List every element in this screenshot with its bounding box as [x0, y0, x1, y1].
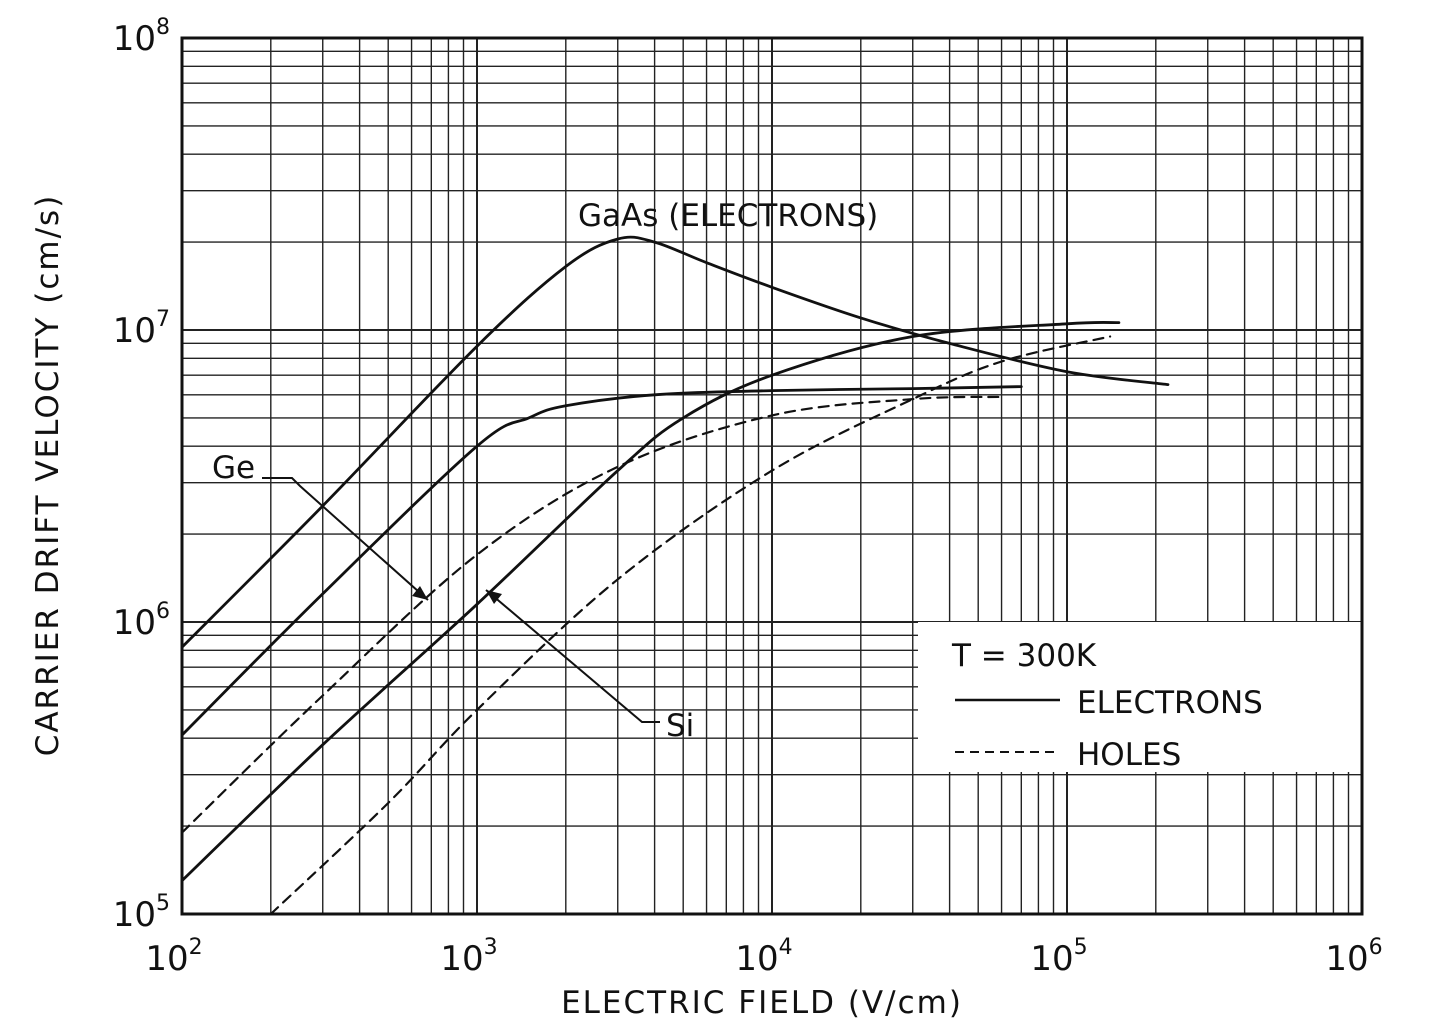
plot-frame: [180, 36, 1364, 916]
legend-holes-label: HOLES: [1077, 737, 1181, 773]
series-ge-electrons: [180, 385, 1023, 737]
ge-label: Ge: [212, 450, 255, 486]
x-tick-label: 105: [1030, 935, 1087, 979]
y-tick-label: 108: [113, 15, 170, 59]
ge-leader-line: [262, 477, 429, 601]
x-tick-labels: 102 103 104 105 106: [145, 935, 1382, 979]
series-ge-holes: [180, 395, 1003, 834]
series-si-electrons: [180, 321, 1121, 883]
grid: [181, 38, 1362, 915]
si-leader-line: [485, 589, 660, 723]
legend-temperature: T = 300K: [951, 638, 1097, 674]
legend-electrons-label: ELECTRONS: [1077, 685, 1263, 721]
y-axis-label: CARRIER DRIFT VELOCITY (cm/s): [30, 194, 66, 757]
curves: [180, 235, 1170, 916]
y-tick-label: 107: [113, 307, 170, 351]
gaas-label: GaAs (ELECTRONS): [578, 198, 878, 234]
series-gaas-electrons: [180, 235, 1170, 649]
si-label: Si: [666, 708, 694, 744]
x-tick-label: 106: [1325, 935, 1382, 979]
x-tick-label: 102: [145, 935, 202, 979]
series-si-holes: [269, 335, 1112, 916]
x-tick-label: 104: [735, 935, 792, 979]
x-axis-label: ELECTRIC FIELD (V/cm): [561, 985, 963, 1021]
y-tick-label: 106: [113, 599, 170, 643]
si-arrowhead: [486, 590, 502, 604]
x-tick-label: 103: [440, 935, 497, 979]
annotation-arrows: [262, 477, 660, 723]
legend: T = 300K ELECTRONS HOLES: [918, 622, 1362, 773]
y-tick-labels: 105 106 107 108: [113, 15, 170, 935]
legend-box: [918, 622, 1362, 772]
ge-arrowhead: [412, 586, 428, 600]
y-tick-label: 105: [113, 891, 170, 935]
